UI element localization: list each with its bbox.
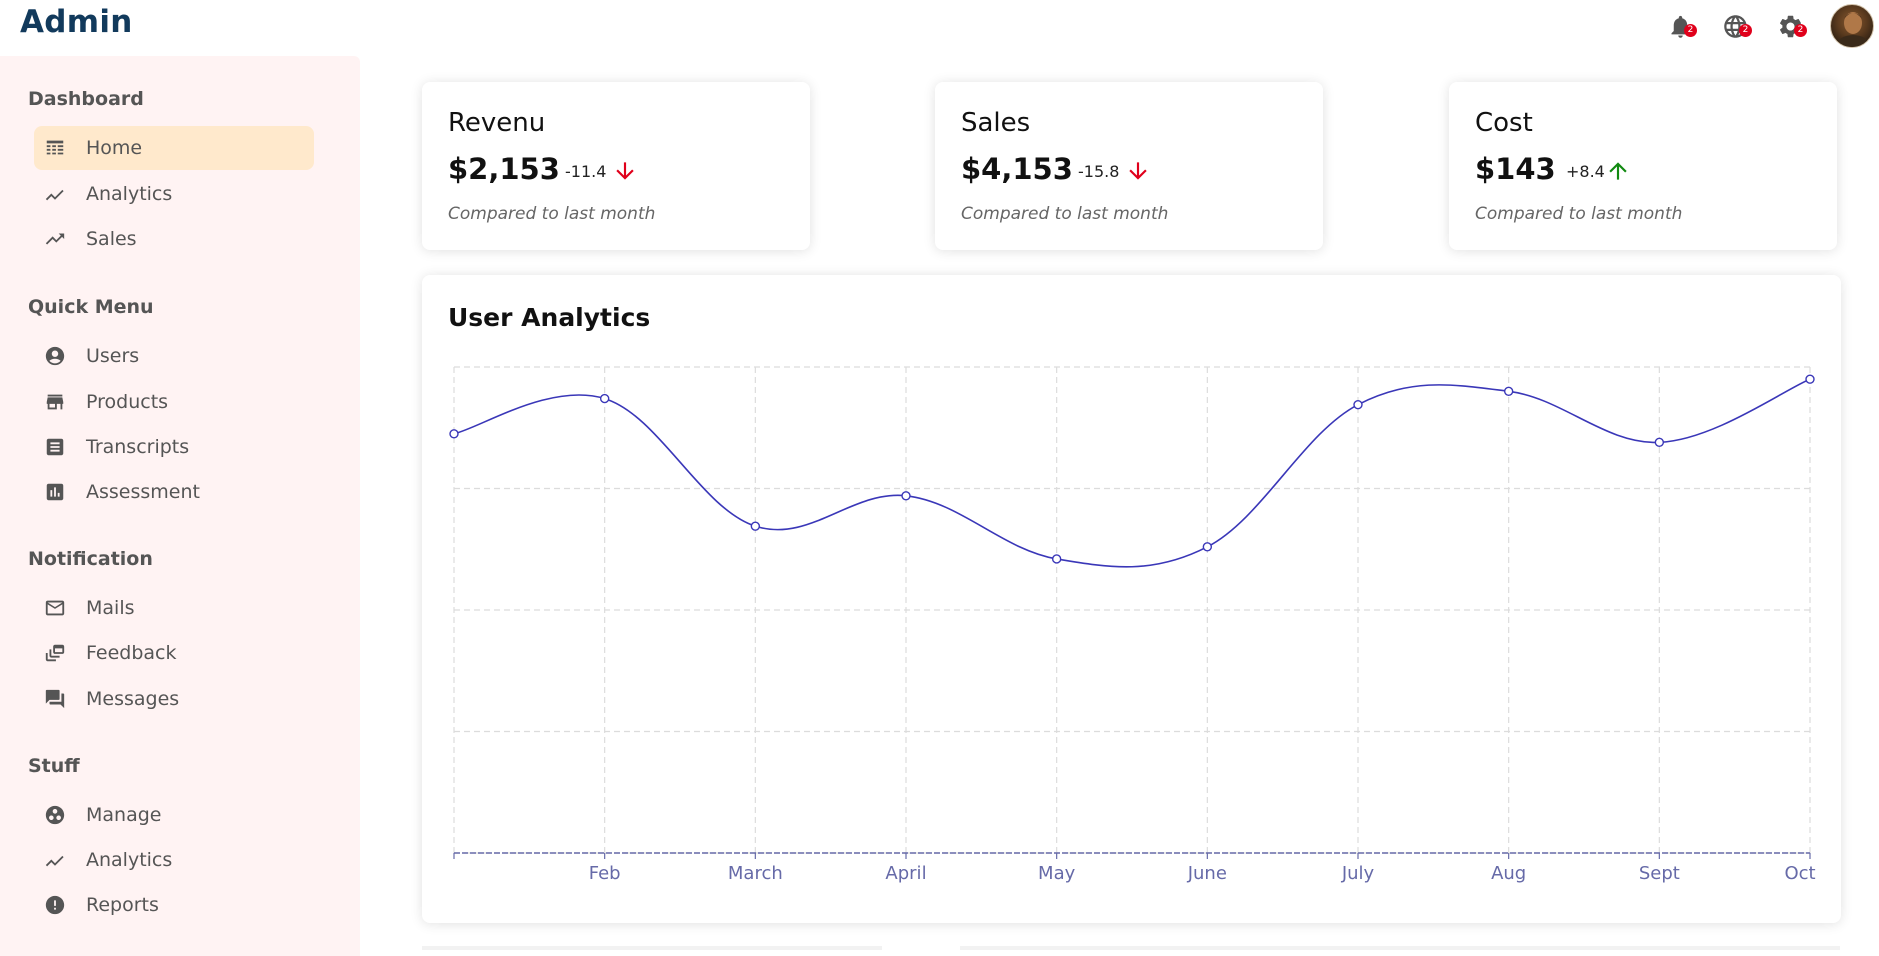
sidebar-section-quick-menu: Quick Menu xyxy=(28,296,154,318)
sidebar-item-label: Analytics xyxy=(86,183,173,205)
top-icons: 2 2 2 xyxy=(1665,4,1879,48)
sidebar-item-label: Feedback xyxy=(86,642,177,664)
sidebar-item-label: Sales xyxy=(86,228,137,250)
arrow-down-icon xyxy=(612,158,638,184)
user-analytics-chart-card: User Analytics Feb March April May June July A… xyxy=(422,275,1841,923)
x-tick-label: March xyxy=(728,863,783,884)
card-rate: +8.4 xyxy=(1566,162,1605,181)
sidebar-item-label: Transcripts xyxy=(86,436,190,458)
sidebar-section-notification: Notification xyxy=(28,548,153,570)
timeline-icon xyxy=(44,849,66,871)
cost-card: Cost $143 +8.4 Compared to last month xyxy=(1449,82,1837,250)
card-subtitle: Compared to last month xyxy=(961,204,1169,224)
language-button[interactable]: 2 xyxy=(1720,11,1752,41)
user-analytics-chart: Feb March April May June July Aug Sept Oct xyxy=(449,366,1816,884)
data-point xyxy=(1353,399,1363,410)
sidebar-item-label: Products xyxy=(86,391,169,413)
data-point xyxy=(599,393,610,404)
arrow-up-icon xyxy=(1605,158,1631,184)
report-icon xyxy=(44,894,66,916)
x-tick-label: Feb xyxy=(589,863,621,884)
notifications-button[interactable]: 2 xyxy=(1665,11,1697,41)
sidebar-item-label: Mails xyxy=(86,597,135,619)
x-tick-label: Sept xyxy=(1639,863,1680,884)
timeline-icon xyxy=(44,183,66,205)
sidebar-item-label: Manage xyxy=(86,804,162,826)
sidebar-item-transcripts[interactable]: Transcripts xyxy=(34,425,314,469)
sidebar-item-mails[interactable]: Mails xyxy=(34,586,314,630)
sidebar-item-reports[interactable]: Reports xyxy=(34,883,314,927)
x-tick-label: Aug xyxy=(1491,863,1526,884)
next-card-edge xyxy=(960,946,1840,950)
bar-chart-icon xyxy=(44,481,66,503)
sidebar-item-assessment[interactable]: Assessment xyxy=(34,470,314,514)
sidebar-item-sales[interactable]: Sales xyxy=(34,217,314,261)
series-line xyxy=(453,378,1811,568)
data-point xyxy=(1051,554,1062,564)
avatar-image xyxy=(1837,12,1869,47)
data-point xyxy=(449,429,459,439)
next-card-edge xyxy=(422,946,882,950)
mail-icon xyxy=(44,597,66,619)
card-title: Cost xyxy=(1475,108,1533,138)
revenue-card: Revenu $2,153 -11.4 Compared to last mon… xyxy=(422,82,810,250)
manage-icon xyxy=(44,804,66,826)
data-point xyxy=(1202,542,1213,552)
sidebar-item-users[interactable]: Users xyxy=(34,334,314,378)
x-tick-label: July xyxy=(1341,863,1375,884)
arrow-down-icon xyxy=(1125,158,1151,184)
avatar[interactable] xyxy=(1830,4,1874,48)
card-rate: -11.4 xyxy=(565,162,607,181)
chat-bubble-icon xyxy=(44,688,66,710)
x-tick-label: June xyxy=(1187,863,1227,884)
card-subtitle: Compared to last month xyxy=(448,204,656,224)
sidebar-item-home[interactable]: Home xyxy=(34,126,314,170)
data-point xyxy=(901,491,911,501)
sidebar-item-label: Assessment xyxy=(86,481,200,503)
sidebar-item-messages[interactable]: Messages xyxy=(34,677,314,721)
card-money: $143 xyxy=(1475,152,1556,186)
sidebar-item-analytics[interactable]: Analytics xyxy=(34,172,314,216)
card-title: Revenu xyxy=(448,108,546,138)
storefront-icon xyxy=(44,391,66,413)
sidebar-item-products[interactable]: Products xyxy=(34,380,314,424)
home-icon xyxy=(44,137,66,159)
x-tick-label: Oct xyxy=(1784,863,1815,884)
sidebar-item-feedback[interactable]: Feedback xyxy=(34,631,314,675)
sidebar-section-stuff: Stuff xyxy=(28,755,80,777)
sidebar-item-label: Analytics xyxy=(86,849,173,871)
sidebar: Dashboard Home Analytics Sales Quick Men… xyxy=(0,56,360,956)
user-icon xyxy=(44,345,66,367)
language-badge: 2 xyxy=(1739,24,1752,37)
card-title: Sales xyxy=(961,108,1031,138)
sales-card: Sales $4,153 -15.8 Compared to last mont… xyxy=(935,82,1323,250)
trending-up-icon xyxy=(44,228,66,250)
card-money: $2,153 xyxy=(448,152,560,186)
sidebar-item-label: Reports xyxy=(86,894,159,916)
sidebar-item-label: Home xyxy=(86,137,143,159)
x-tick-label: May xyxy=(1038,863,1076,884)
top-bar: Admin 2 2 2 xyxy=(0,0,1879,50)
data-point xyxy=(750,521,761,531)
sidebar-item-manage[interactable]: Manage xyxy=(34,793,314,837)
sidebar-section-dashboard: Dashboard xyxy=(28,88,144,110)
card-rate: -15.8 xyxy=(1078,162,1120,181)
data-point xyxy=(1805,374,1815,384)
settings-button[interactable]: 2 xyxy=(1775,11,1807,41)
settings-badge: 2 xyxy=(1794,24,1807,37)
chart-title: User Analytics xyxy=(448,303,651,332)
data-point xyxy=(1503,386,1514,397)
data-point xyxy=(1654,437,1665,448)
sidebar-item-analytics-stuff[interactable]: Analytics xyxy=(34,838,314,882)
card-money: $4,153 xyxy=(961,152,1073,186)
dynamic-feed-icon xyxy=(44,642,66,664)
x-tick-label: April xyxy=(885,863,926,884)
receipt-icon xyxy=(44,436,66,458)
notifications-badge: 2 xyxy=(1684,24,1697,37)
card-subtitle: Compared to last month xyxy=(1475,204,1683,224)
sidebar-item-label: Users xyxy=(86,345,140,367)
sidebar-item-label: Messages xyxy=(86,688,180,710)
app-logo[interactable]: Admin xyxy=(20,4,133,40)
